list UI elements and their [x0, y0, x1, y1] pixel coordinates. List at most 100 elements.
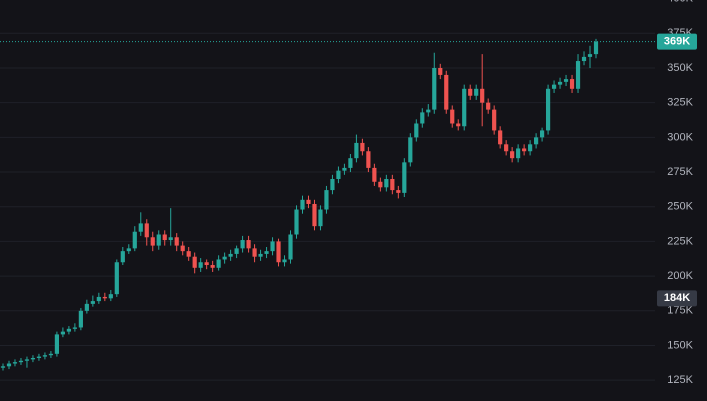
- candle-body: [378, 181, 383, 188]
- candle-body: [300, 199, 305, 210]
- candle-body: [126, 248, 131, 252]
- candle-body: [372, 167, 377, 182]
- candle-body: [486, 102, 491, 110]
- y-tick-label: 325K: [667, 97, 693, 109]
- candle-body: [24, 359, 30, 361]
- candle-body: [312, 203, 317, 227]
- candle-body: [438, 67, 443, 75]
- y-tick-label: 275K: [667, 166, 693, 178]
- candle-body: [162, 234, 167, 241]
- candle-body: [78, 310, 83, 328]
- candle-body: [480, 88, 485, 103]
- candle-body: [593, 41, 599, 55]
- candle-body: [42, 355, 48, 357]
- candle-body: [294, 209, 299, 235]
- candle-body: [545, 88, 551, 131]
- y-tick-label: 400K: [667, 0, 693, 5]
- candle-body: [12, 362, 18, 364]
- candle-body: [150, 237, 155, 246]
- price-label: 369K: [664, 36, 690, 48]
- candle-body: [54, 334, 60, 354]
- candle-body: [539, 130, 545, 138]
- candle-body: [156, 234, 161, 246]
- candle-body: [240, 240, 245, 249]
- candle-body: [318, 209, 323, 227]
- candle-body: [402, 162, 407, 193]
- crosshair-label: 184K: [664, 292, 690, 304]
- candle-body: [390, 178, 395, 191]
- y-tick-label: 350K: [667, 62, 693, 74]
- candle-body: [120, 251, 125, 263]
- candle-body: [557, 81, 563, 85]
- candle-body: [48, 353, 54, 356]
- candle-body: [456, 123, 461, 127]
- candle-body: [210, 265, 215, 268]
- candle-body: [498, 130, 503, 145]
- candle-body: [180, 245, 185, 252]
- y-tick-label: 150K: [667, 339, 693, 351]
- candle-body: [462, 88, 467, 127]
- y-tick-label: 175K: [667, 305, 693, 317]
- candle-body: [72, 327, 77, 329]
- candle-body: [360, 142, 365, 152]
- candle-body: [144, 223, 149, 238]
- candle-body: [522, 148, 527, 152]
- candle-body: [192, 256, 197, 268]
- candle-body: [420, 112, 425, 124]
- candle-body: [342, 167, 347, 171]
- candle-body: [587, 54, 593, 57]
- candle-body: [90, 301, 95, 304]
- candle-body: [102, 296, 107, 299]
- candle-body: [186, 251, 191, 257]
- candle-body: [258, 253, 263, 257]
- candle-body: [450, 109, 455, 124]
- candle-body: [0, 366, 6, 368]
- candle-body: [18, 360, 24, 363]
- candle-body: [222, 256, 227, 260]
- candle-body: [198, 262, 203, 268]
- candle-body: [6, 363, 12, 367]
- candle-body: [216, 259, 221, 268]
- candle-body: [60, 331, 65, 335]
- candle-body: [234, 248, 239, 254]
- y-tick-label: 225K: [667, 235, 693, 247]
- candle-body: [132, 231, 137, 249]
- candle-body: [468, 88, 473, 96]
- candle-body: [36, 356, 42, 358]
- candle-body: [504, 144, 509, 152]
- candle-body: [246, 240, 251, 249]
- candle-body: [306, 199, 311, 204]
- candle-body: [270, 241, 275, 252]
- candle-body: [108, 294, 113, 299]
- y-tick-label: 250K: [667, 201, 693, 213]
- candle-body: [252, 248, 257, 257]
- candle-body: [138, 223, 143, 232]
- candle-body: [66, 328, 71, 332]
- candle-body: [575, 61, 581, 89]
- candle-body: [228, 253, 233, 257]
- candle-body: [444, 74, 449, 110]
- crosshair-label-box: [657, 290, 697, 307]
- candle-body: [114, 262, 119, 295]
- candle-body: [563, 79, 569, 82]
- candle-body: [408, 137, 413, 163]
- y-tick-label: 300K: [667, 131, 693, 143]
- candle-body: [581, 56, 587, 62]
- candle-body: [174, 237, 179, 246]
- candle-body: [569, 79, 575, 89]
- candle-body: [516, 148, 521, 159]
- candle-body: [282, 259, 287, 263]
- candle-body: [414, 123, 419, 138]
- candle-body: [426, 109, 431, 113]
- candle-body: [366, 151, 371, 168]
- y-tick-label: 200K: [667, 270, 693, 282]
- candle-body: [84, 303, 89, 311]
- candle-body: [324, 190, 329, 210]
- candle-body: [534, 137, 539, 145]
- candle-body: [432, 67, 437, 110]
- candle-body: [396, 190, 401, 193]
- candle-body: [288, 234, 293, 260]
- candle-body: [96, 296, 101, 302]
